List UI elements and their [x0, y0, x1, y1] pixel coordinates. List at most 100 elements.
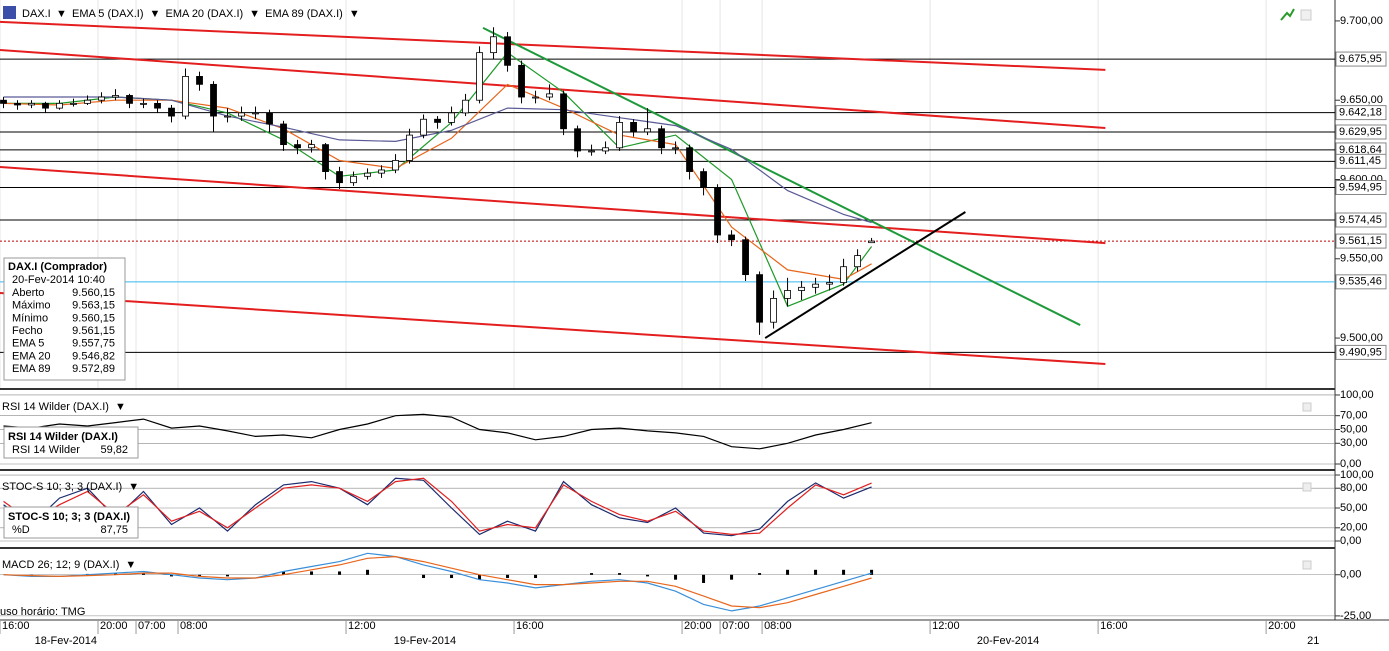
- pane-button[interactable]: [1302, 402, 1312, 412]
- trend-icon[interactable]: [1280, 8, 1295, 21]
- candle-body: [826, 282, 833, 285]
- candle-body: [280, 123, 287, 146]
- level-label: 9.675,95: [1339, 53, 1382, 65]
- indicator-line: [3, 477, 872, 537]
- level-label-box: [1335, 179, 1387, 195]
- candle-body: [98, 96, 105, 101]
- dropdown-arrow: ▼: [349, 8, 360, 20]
- candle-body: [0, 99, 7, 104]
- x-tick-label: 07:00: [138, 620, 166, 632]
- histogram-bar: [618, 573, 622, 575]
- candle-body: [378, 169, 385, 174]
- level-label: 9.594,95: [1339, 181, 1382, 193]
- y-tick-label: 0,00: [1340, 569, 1361, 581]
- pane-info-label: RSI 14 Wilder: [12, 444, 80, 456]
- x-tick-label: 20:00: [100, 620, 128, 632]
- y-tick-label: 20,00: [1340, 522, 1368, 534]
- candle-body: [56, 102, 63, 109]
- candle-body: [700, 171, 707, 188]
- date-label: 19-Fev-2014: [394, 635, 456, 647]
- pane-info-frame: [3, 506, 139, 539]
- level-label: 9.535,46: [1339, 276, 1382, 288]
- candle-body: [126, 95, 133, 104]
- pane-title[interactable]: STOC-S 10; 3; 3 (DAX.I): [2, 481, 122, 493]
- pane-title[interactable]: RSI 14 Wilder (DAX.I): [2, 401, 109, 413]
- level-label-box: [1335, 274, 1387, 290]
- x-tick-label: 20:00: [684, 620, 712, 632]
- candle-body: [364, 172, 371, 177]
- symbol[interactable]: DAX.I: [22, 8, 51, 20]
- candle-body: [406, 134, 413, 161]
- current-price-box: [1335, 233, 1387, 249]
- y-tick-label: 0,00: [1340, 535, 1361, 547]
- histogram-bar: [142, 573, 146, 575]
- x-tick-label: 12:00: [932, 620, 960, 632]
- window-button[interactable]: [1300, 9, 1312, 21]
- level-label-box: [1335, 124, 1387, 140]
- candle-body: [616, 122, 623, 149]
- info-box-frame: [3, 257, 126, 381]
- trendline: [764, 211, 966, 339]
- candle-body: [868, 240, 875, 244]
- x-tick-label: 12:00: [348, 620, 376, 632]
- y-tick-label: 50,00: [1340, 423, 1368, 435]
- pane-title[interactable]: MACD 26; 12; 9 (DAX.I): [2, 559, 119, 571]
- pane-button[interactable]: [1302, 560, 1312, 570]
- current-price-label: 9.561,15: [1339, 235, 1382, 247]
- histogram-bar: [506, 574, 510, 579]
- candle-body: [602, 147, 609, 152]
- candle-body: [504, 36, 511, 66]
- candle-body: [252, 112, 259, 115]
- y-tick-label: 70,00: [1340, 410, 1368, 422]
- candle-body: [266, 112, 273, 125]
- candle-body: [196, 76, 203, 85]
- y-tick-label: 100,00: [1340, 389, 1374, 401]
- symbol-icon: [3, 6, 16, 19]
- candle-body: [630, 122, 637, 133]
- histogram-bar: [702, 574, 706, 583]
- level-label-box: [1335, 153, 1387, 169]
- level-label: 9.629,95: [1339, 126, 1382, 138]
- candle-body: [728, 234, 735, 241]
- x-tick-label: 08:00: [180, 620, 208, 632]
- histogram-bar: [226, 574, 230, 577]
- y-tick-label: 9.550,00: [1340, 253, 1383, 265]
- candle-body: [588, 150, 595, 153]
- pane-info-label: %D: [12, 524, 30, 536]
- legend-entry[interactable]: EMA 5 (DAX.I): [72, 8, 144, 20]
- info-value: 9.560,15: [72, 312, 115, 324]
- histogram-bar: [674, 574, 678, 580]
- info-label: Aberto: [12, 287, 44, 299]
- candle-body: [462, 99, 469, 114]
- pane: [0, 474, 1335, 542]
- y-tick-label: 9.500,00: [1340, 332, 1383, 344]
- candle-body: [336, 171, 343, 184]
- candle-body: [182, 76, 189, 117]
- candle-body: [238, 112, 245, 117]
- date-label: 18-Fev-2014: [35, 635, 97, 647]
- date-label: 21: [1307, 635, 1319, 647]
- candle-body: [756, 274, 763, 323]
- x-tick-label: 20:00: [1268, 620, 1296, 632]
- legend-entry[interactable]: EMA 20 (DAX.I): [166, 8, 244, 20]
- candle-body: [448, 112, 455, 123]
- x-tick-label: 16:00: [516, 620, 544, 632]
- legend-entry[interactable]: EMA 89 (DAX.I): [265, 8, 343, 20]
- histogram-bar: [814, 569, 818, 575]
- dropdown-arrow: ▼: [125, 559, 136, 571]
- trendline: [0, 20, 1106, 71]
- histogram-bar: [170, 574, 174, 577]
- candle-body: [84, 99, 91, 104]
- histogram-bar: [310, 571, 314, 575]
- pane: [0, 0, 1335, 388]
- candle-body: [840, 266, 847, 283]
- info-value: 9.563,15: [72, 300, 115, 312]
- dropdown-arrow: ▼: [128, 481, 139, 493]
- dropdown-arrow: ▼: [56, 8, 67, 20]
- info-label: Fecho: [12, 325, 43, 337]
- histogram-bar: [114, 573, 118, 575]
- info-value: 9.557,75: [72, 338, 115, 350]
- histogram-bar: [450, 574, 454, 579]
- pane-button[interactable]: [1302, 482, 1312, 492]
